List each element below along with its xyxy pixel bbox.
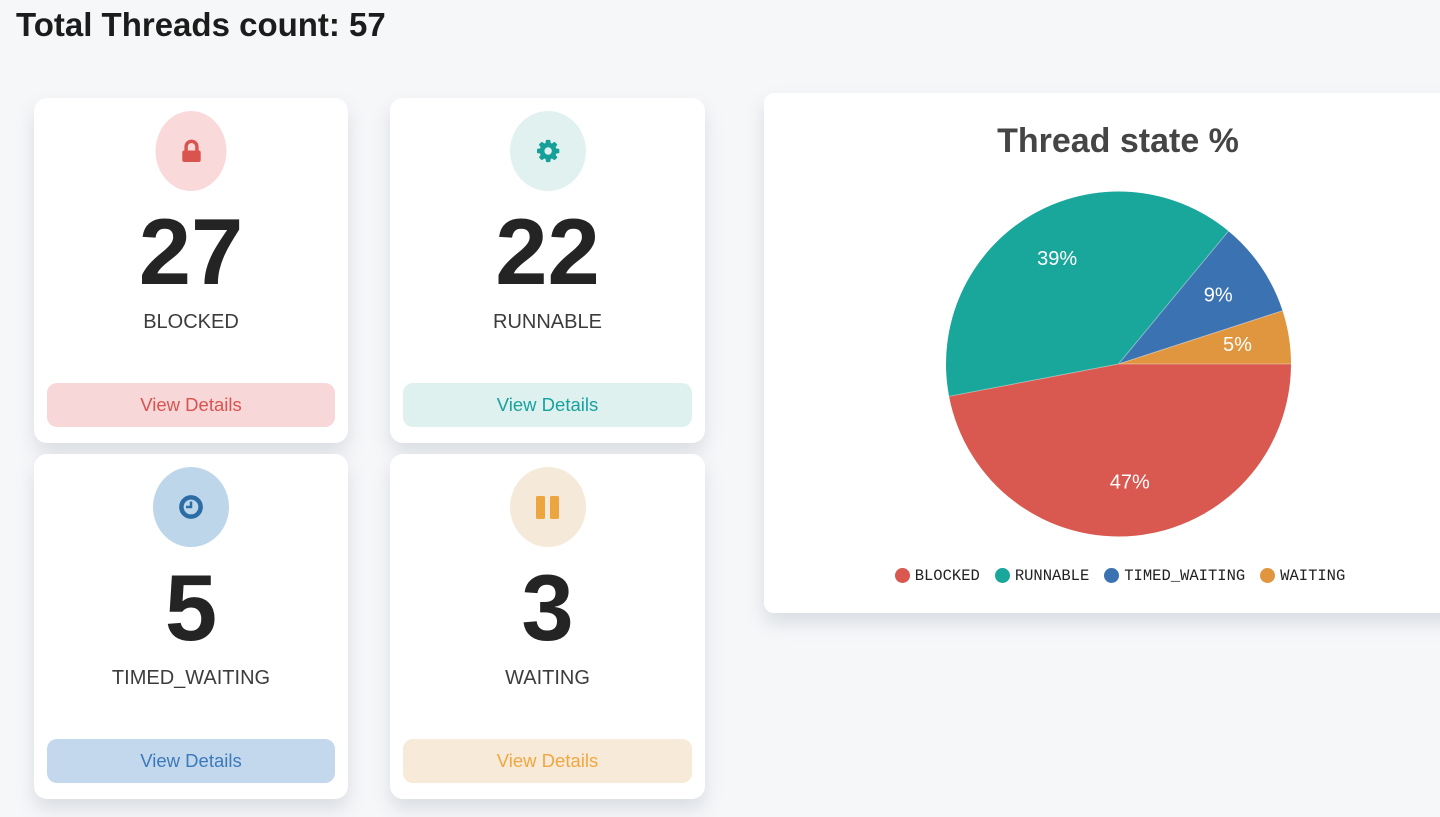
svg-text:39%: 39% [1037,248,1077,270]
svg-text:9%: 9% [1204,284,1233,306]
svg-text:47%: 47% [1110,471,1150,493]
svg-text:5%: 5% [1223,334,1252,356]
